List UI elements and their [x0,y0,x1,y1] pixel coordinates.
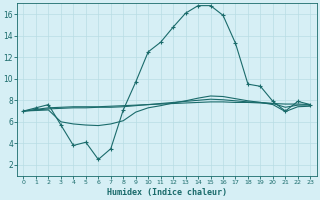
X-axis label: Humidex (Indice chaleur): Humidex (Indice chaleur) [107,188,227,197]
